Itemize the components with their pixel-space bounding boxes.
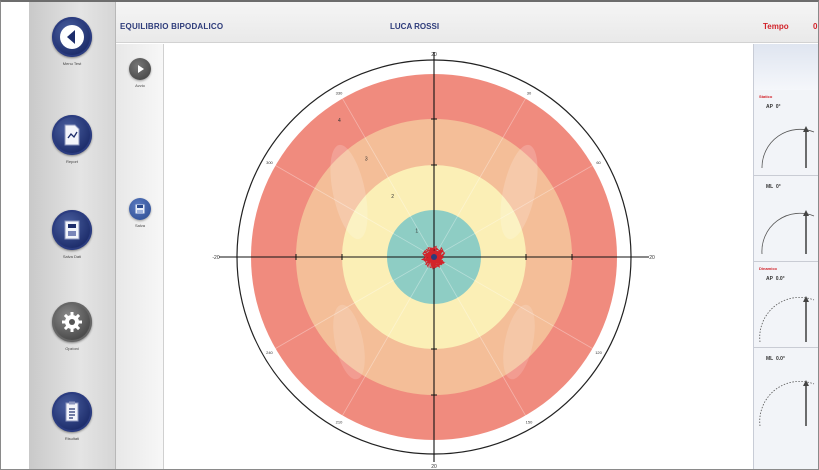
gauge-right-value: 0.0° xyxy=(775,276,785,282)
angle-label: 210 xyxy=(336,420,343,425)
gauge-right-value: 0° xyxy=(776,184,781,190)
main-sidebar: Menu Test Report Salva Dati Opzioni Risu… xyxy=(29,2,116,469)
start-label: Avvio xyxy=(135,83,145,88)
gauge-left-value: ML xyxy=(766,184,774,190)
window-left-margin xyxy=(1,2,29,469)
angle-label: 150 xyxy=(526,420,533,425)
gauge-caption-static: Statico xyxy=(759,94,773,99)
gauge-static-ap: Statico AP 0° xyxy=(754,90,818,176)
nav-menu-test-button[interactable]: Menu Test xyxy=(43,17,101,66)
stabilometry-chart: 20 20 -20 20 30 60 120 150 210 240 300 330 4 3 2 1 xyxy=(199,44,669,470)
radial-guide xyxy=(433,165,593,258)
nav-results-button[interactable]: Risultati xyxy=(43,392,101,441)
foot-silhouette-right-lower xyxy=(503,304,535,380)
play-icon xyxy=(129,58,151,80)
center-of-pressure xyxy=(431,254,437,260)
gauge-dial xyxy=(761,126,815,169)
gauge-dial xyxy=(759,296,815,343)
save-data-icon xyxy=(52,210,92,250)
page-title: EQUILIBRIO BIPODALICO xyxy=(120,22,224,31)
gauge-dynamic-ml: ML 0.0° xyxy=(754,348,818,433)
radial-guide xyxy=(342,256,435,416)
angle-label: 30 xyxy=(527,90,532,95)
ring-label: 1 xyxy=(415,228,418,234)
sub-toolbar: Avvio Salva xyxy=(116,44,164,469)
gauge-right-value: 0° xyxy=(775,104,781,110)
angle-label: 330 xyxy=(336,90,343,95)
foot-silhouette-left xyxy=(330,144,368,240)
ring-label: 4 xyxy=(338,118,341,124)
radial-guide xyxy=(433,256,593,349)
radial-guide xyxy=(433,98,526,258)
ring-label: 3 xyxy=(365,156,368,162)
disk-icon xyxy=(129,198,151,220)
angle-label: 60 xyxy=(596,160,601,165)
save-button[interactable]: Salva xyxy=(126,198,154,228)
gauge-dial xyxy=(761,210,815,255)
nav-report-button[interactable]: Report xyxy=(43,115,101,164)
gauge-static-ml: ML 0° xyxy=(754,176,818,262)
report-icon xyxy=(52,115,92,155)
radial-guide xyxy=(275,256,435,349)
axis-label-bottom: 20 xyxy=(431,464,437,470)
save-label: Salva xyxy=(134,223,145,228)
gauge-left-value: ML xyxy=(766,356,774,362)
nav-menu-test-label: Menu Test xyxy=(62,61,82,66)
ring-label: 2 xyxy=(391,194,394,200)
angle-label: 240 xyxy=(266,350,273,355)
gauge-right-value: 0.0° xyxy=(776,356,785,362)
timer-label: Tempo xyxy=(763,22,789,31)
nav-options-button[interactable]: Opzioni xyxy=(43,302,101,351)
angle-label: 120 xyxy=(595,350,602,355)
axis-label-left: -20 xyxy=(212,255,219,261)
radial-guide xyxy=(342,98,435,258)
clipboard-icon xyxy=(52,392,92,432)
gauge-values: ML 0° xyxy=(766,184,781,190)
nav-options-label: Opzioni xyxy=(65,346,79,351)
arrow-left-icon xyxy=(52,17,92,57)
patient-name: LUCA ROSSI xyxy=(390,22,440,31)
nav-save-data-button[interactable]: Salva Dati xyxy=(43,210,101,259)
angle-label: 300 xyxy=(266,160,273,165)
timer-value: 0 xyxy=(813,22,818,31)
gauge-dynamic-ap: Dinamico AP 0.0° xyxy=(754,262,818,348)
axis-label-top: 20 xyxy=(431,52,437,58)
gauge-left-value: AP xyxy=(766,104,773,110)
nav-save-data-label: Salva Dati xyxy=(62,254,82,259)
radial-guide xyxy=(433,256,526,416)
gauge-values: ML 0.0° xyxy=(766,356,785,362)
right-gauge-panel: Statico AP 0° ML 0° Dinamico AP 0.0° ML … xyxy=(753,90,818,469)
nav-report-label: Report xyxy=(65,159,78,164)
axis-label-right: 20 xyxy=(649,255,655,261)
gauge-values: AP 0.0° xyxy=(766,276,785,282)
gauge-values: AP 0° xyxy=(766,104,781,110)
foot-silhouette-right xyxy=(500,144,538,240)
right-panel-header xyxy=(753,44,818,90)
header-bar: EQUILIBRIO BIPODALICO LUCA ROSSI Tempo 0 xyxy=(116,2,818,43)
gauge-caption-dynamic: Dinamico xyxy=(759,266,778,271)
gauge-dial xyxy=(759,380,815,427)
nav-results-label: Risultati xyxy=(64,436,80,441)
gear-icon xyxy=(52,302,92,342)
polar-target-svg: 20 20 -20 20 30 60 120 150 210 240 300 330 4 3 2 1 xyxy=(212,52,655,470)
start-button[interactable]: Avvio xyxy=(126,58,154,88)
radial-guide xyxy=(275,165,435,258)
gauge-left-value: AP xyxy=(766,276,773,282)
foot-silhouette-left-lower xyxy=(333,304,365,380)
